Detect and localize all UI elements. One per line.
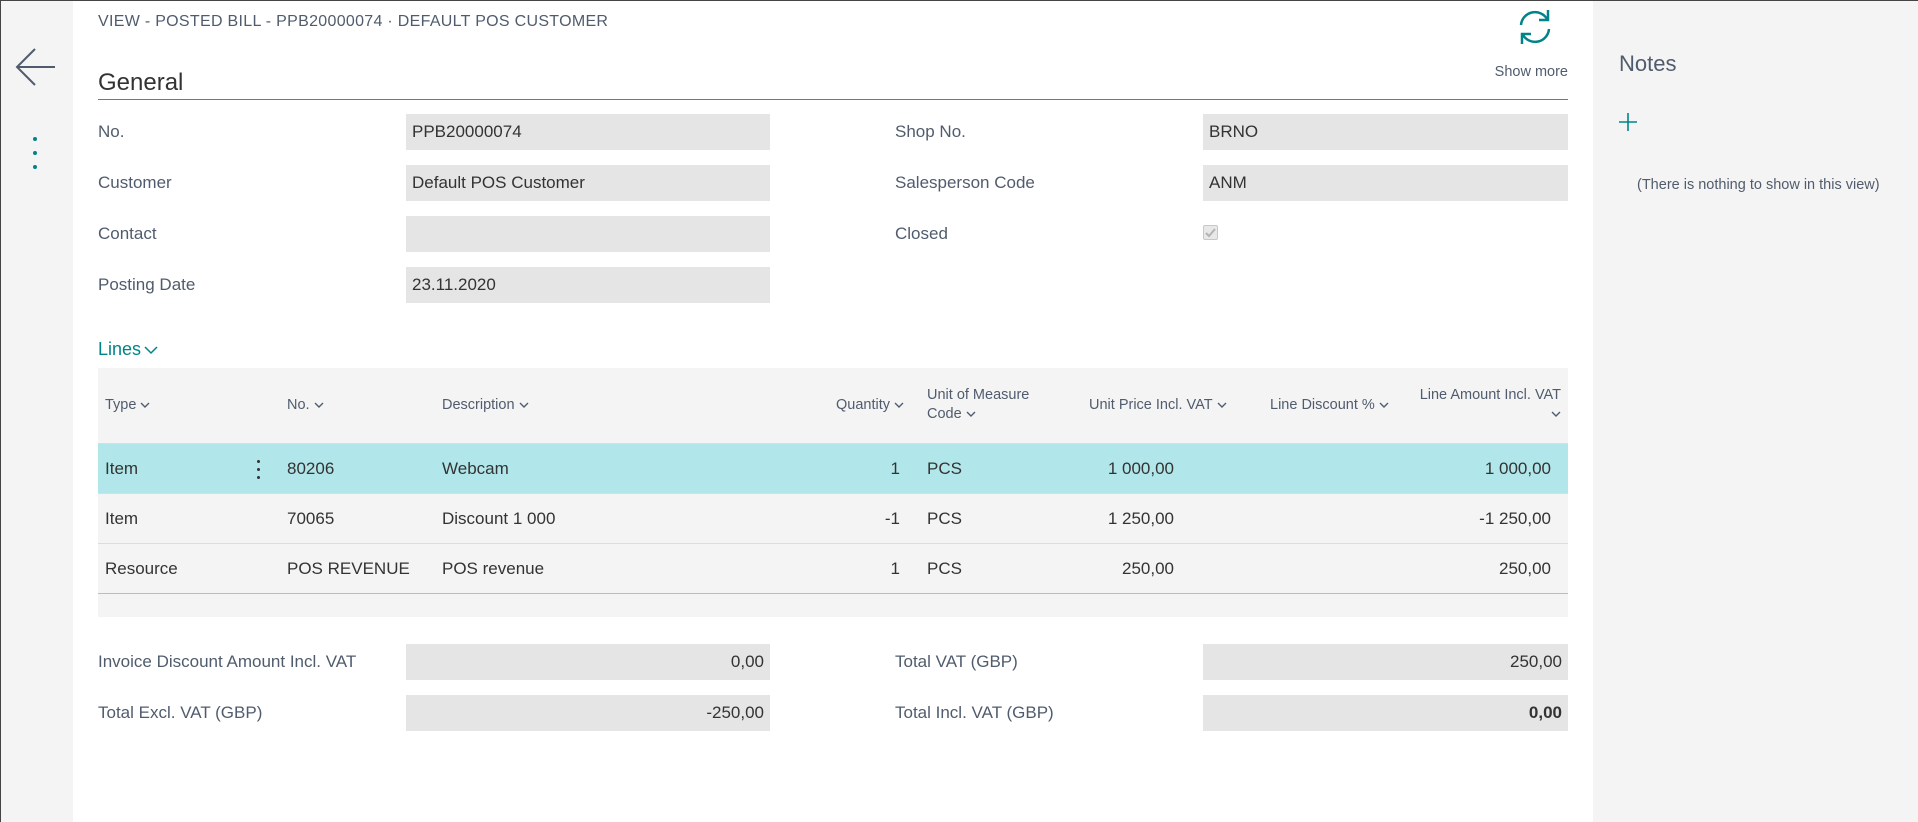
contact-field[interactable] bbox=[406, 216, 770, 252]
cell-uom: PCS bbox=[927, 459, 962, 478]
total-incl-vat-label: Total Incl. VAT (GBP) bbox=[895, 703, 1054, 722]
column-header-unit-of-measure[interactable]: Unit of Measure Code bbox=[927, 387, 1030, 422]
add-note-icon[interactable] bbox=[1617, 111, 1639, 133]
notes-pane: Notes (There is nothing to show in this … bbox=[1593, 1, 1918, 822]
salesperson-code-field[interactable]: ANM bbox=[1203, 165, 1568, 201]
table-row[interactable]: Resource POS REVENUE POS revenue 1 PCS 2… bbox=[98, 543, 1568, 593]
cell-line-amount: -1 250,00 bbox=[1479, 509, 1551, 528]
total-excl-vat-field: -250,00 bbox=[406, 695, 770, 731]
cell-type: Resource bbox=[105, 559, 178, 578]
table-row[interactable]: Item 80206 Webcam 1 PCS 1 000,00 1 000,0… bbox=[98, 443, 1568, 493]
chevron-down-icon bbox=[519, 402, 529, 408]
invoice-discount-label: Invoice Discount Amount Incl. VAT bbox=[98, 652, 357, 671]
cell-description: Webcam bbox=[442, 459, 509, 478]
more-actions-icon[interactable] bbox=[29, 137, 41, 179]
left-rail bbox=[1, 1, 73, 822]
chevron-down-icon bbox=[144, 346, 158, 355]
salesperson-code-label: Salesperson Code bbox=[895, 173, 1035, 192]
chevron-down-icon bbox=[1551, 411, 1561, 417]
chevron-down-icon bbox=[140, 402, 150, 408]
closed-label: Closed bbox=[895, 224, 948, 243]
contact-label: Contact bbox=[98, 224, 157, 243]
cell-no: 80206 bbox=[287, 459, 335, 478]
no-field[interactable]: PPB20000074 bbox=[406, 114, 770, 150]
total-vat-field: 250,00 bbox=[1203, 644, 1568, 680]
cell-description: Discount 1 000 bbox=[442, 509, 556, 528]
column-header-type[interactable]: Type bbox=[105, 396, 150, 415]
cell-uom: PCS bbox=[927, 509, 962, 528]
chevron-down-icon bbox=[1379, 402, 1389, 408]
column-header-line-discount[interactable]: Line Discount % bbox=[1270, 396, 1389, 415]
chevron-down-icon bbox=[1217, 402, 1227, 408]
cell-type: Item bbox=[105, 509, 139, 528]
closed-checkbox[interactable] bbox=[1203, 225, 1218, 240]
page-caption: VIEW - POSTED BILL - PPB20000074 · DEFAU… bbox=[98, 13, 609, 30]
cell-unit-price: 1 000,00 bbox=[1107, 459, 1174, 478]
checkmark-icon bbox=[1205, 228, 1216, 238]
notes-empty-message: (There is nothing to show in this view) bbox=[1637, 177, 1880, 193]
posting-date-field[interactable]: 23.11.2020 bbox=[406, 267, 770, 303]
customer-label: Customer bbox=[98, 173, 172, 192]
grid-header: Type No. Description Quantity Unit of Me… bbox=[98, 368, 1568, 444]
cell-quantity: -1 bbox=[884, 509, 900, 528]
cell-quantity: 1 bbox=[890, 559, 900, 578]
cell-no: POS REVENUE bbox=[287, 559, 410, 578]
customer-field[interactable]: Default POS Customer bbox=[406, 165, 770, 201]
table-row[interactable]: Item 70065 Discount 1 000 -1 PCS 1 250,0… bbox=[98, 493, 1568, 543]
shop-no-label: Shop No. bbox=[895, 122, 966, 141]
invoice-discount-field[interactable]: 0,00 bbox=[406, 644, 770, 680]
row-actions-icon[interactable] bbox=[257, 460, 261, 480]
cell-description: POS revenue bbox=[442, 559, 545, 578]
lines-grid: Type No. Description Quantity Unit of Me… bbox=[98, 368, 1568, 617]
cell-uom: PCS bbox=[927, 559, 962, 578]
cell-unit-price: 1 250,00 bbox=[1107, 509, 1174, 528]
general-section-title[interactable]: General bbox=[98, 69, 1568, 100]
main-card: VIEW - POSTED BILL - PPB20000074 · DEFAU… bbox=[73, 1, 1593, 822]
total-excl-vat-label: Total Excl. VAT (GBP) bbox=[98, 703, 263, 722]
cell-no: 70065 bbox=[287, 509, 335, 528]
chevron-down-icon bbox=[966, 411, 976, 417]
posting-date-label: Posting Date bbox=[98, 275, 196, 294]
cell-quantity: 1 bbox=[890, 459, 900, 478]
total-incl-vat-field: 0,00 bbox=[1203, 695, 1568, 731]
cell-unit-price: 250,00 bbox=[1122, 559, 1174, 578]
column-header-unit-price[interactable]: Unit Price Incl. VAT bbox=[1089, 396, 1227, 415]
lines-section-title[interactable]: Lines bbox=[98, 339, 159, 360]
refresh-icon[interactable] bbox=[1513, 5, 1557, 49]
no-label: No. bbox=[98, 122, 125, 141]
column-header-no[interactable]: No. bbox=[287, 396, 324, 415]
total-vat-label: Total VAT (GBP) bbox=[895, 652, 1018, 671]
grid-divider bbox=[98, 593, 1568, 594]
cell-line-amount: 1 000,00 bbox=[1484, 459, 1551, 478]
show-more-link[interactable]: Show more bbox=[1494, 64, 1568, 80]
cell-type: Item bbox=[105, 459, 139, 478]
shop-no-field[interactable]: BRNO bbox=[1203, 114, 1568, 150]
notes-title: Notes bbox=[1619, 51, 1677, 76]
column-header-quantity[interactable]: Quantity bbox=[836, 396, 904, 415]
column-header-description[interactable]: Description bbox=[442, 396, 529, 415]
back-arrow-icon[interactable] bbox=[15, 46, 57, 88]
chevron-down-icon bbox=[314, 402, 324, 408]
cell-line-amount: 250,00 bbox=[1499, 559, 1551, 578]
lines-title-label: Lines bbox=[98, 339, 142, 359]
column-header-line-amount[interactable]: Line Amount Incl. VAT bbox=[1415, 386, 1561, 424]
chevron-down-icon bbox=[894, 402, 904, 408]
